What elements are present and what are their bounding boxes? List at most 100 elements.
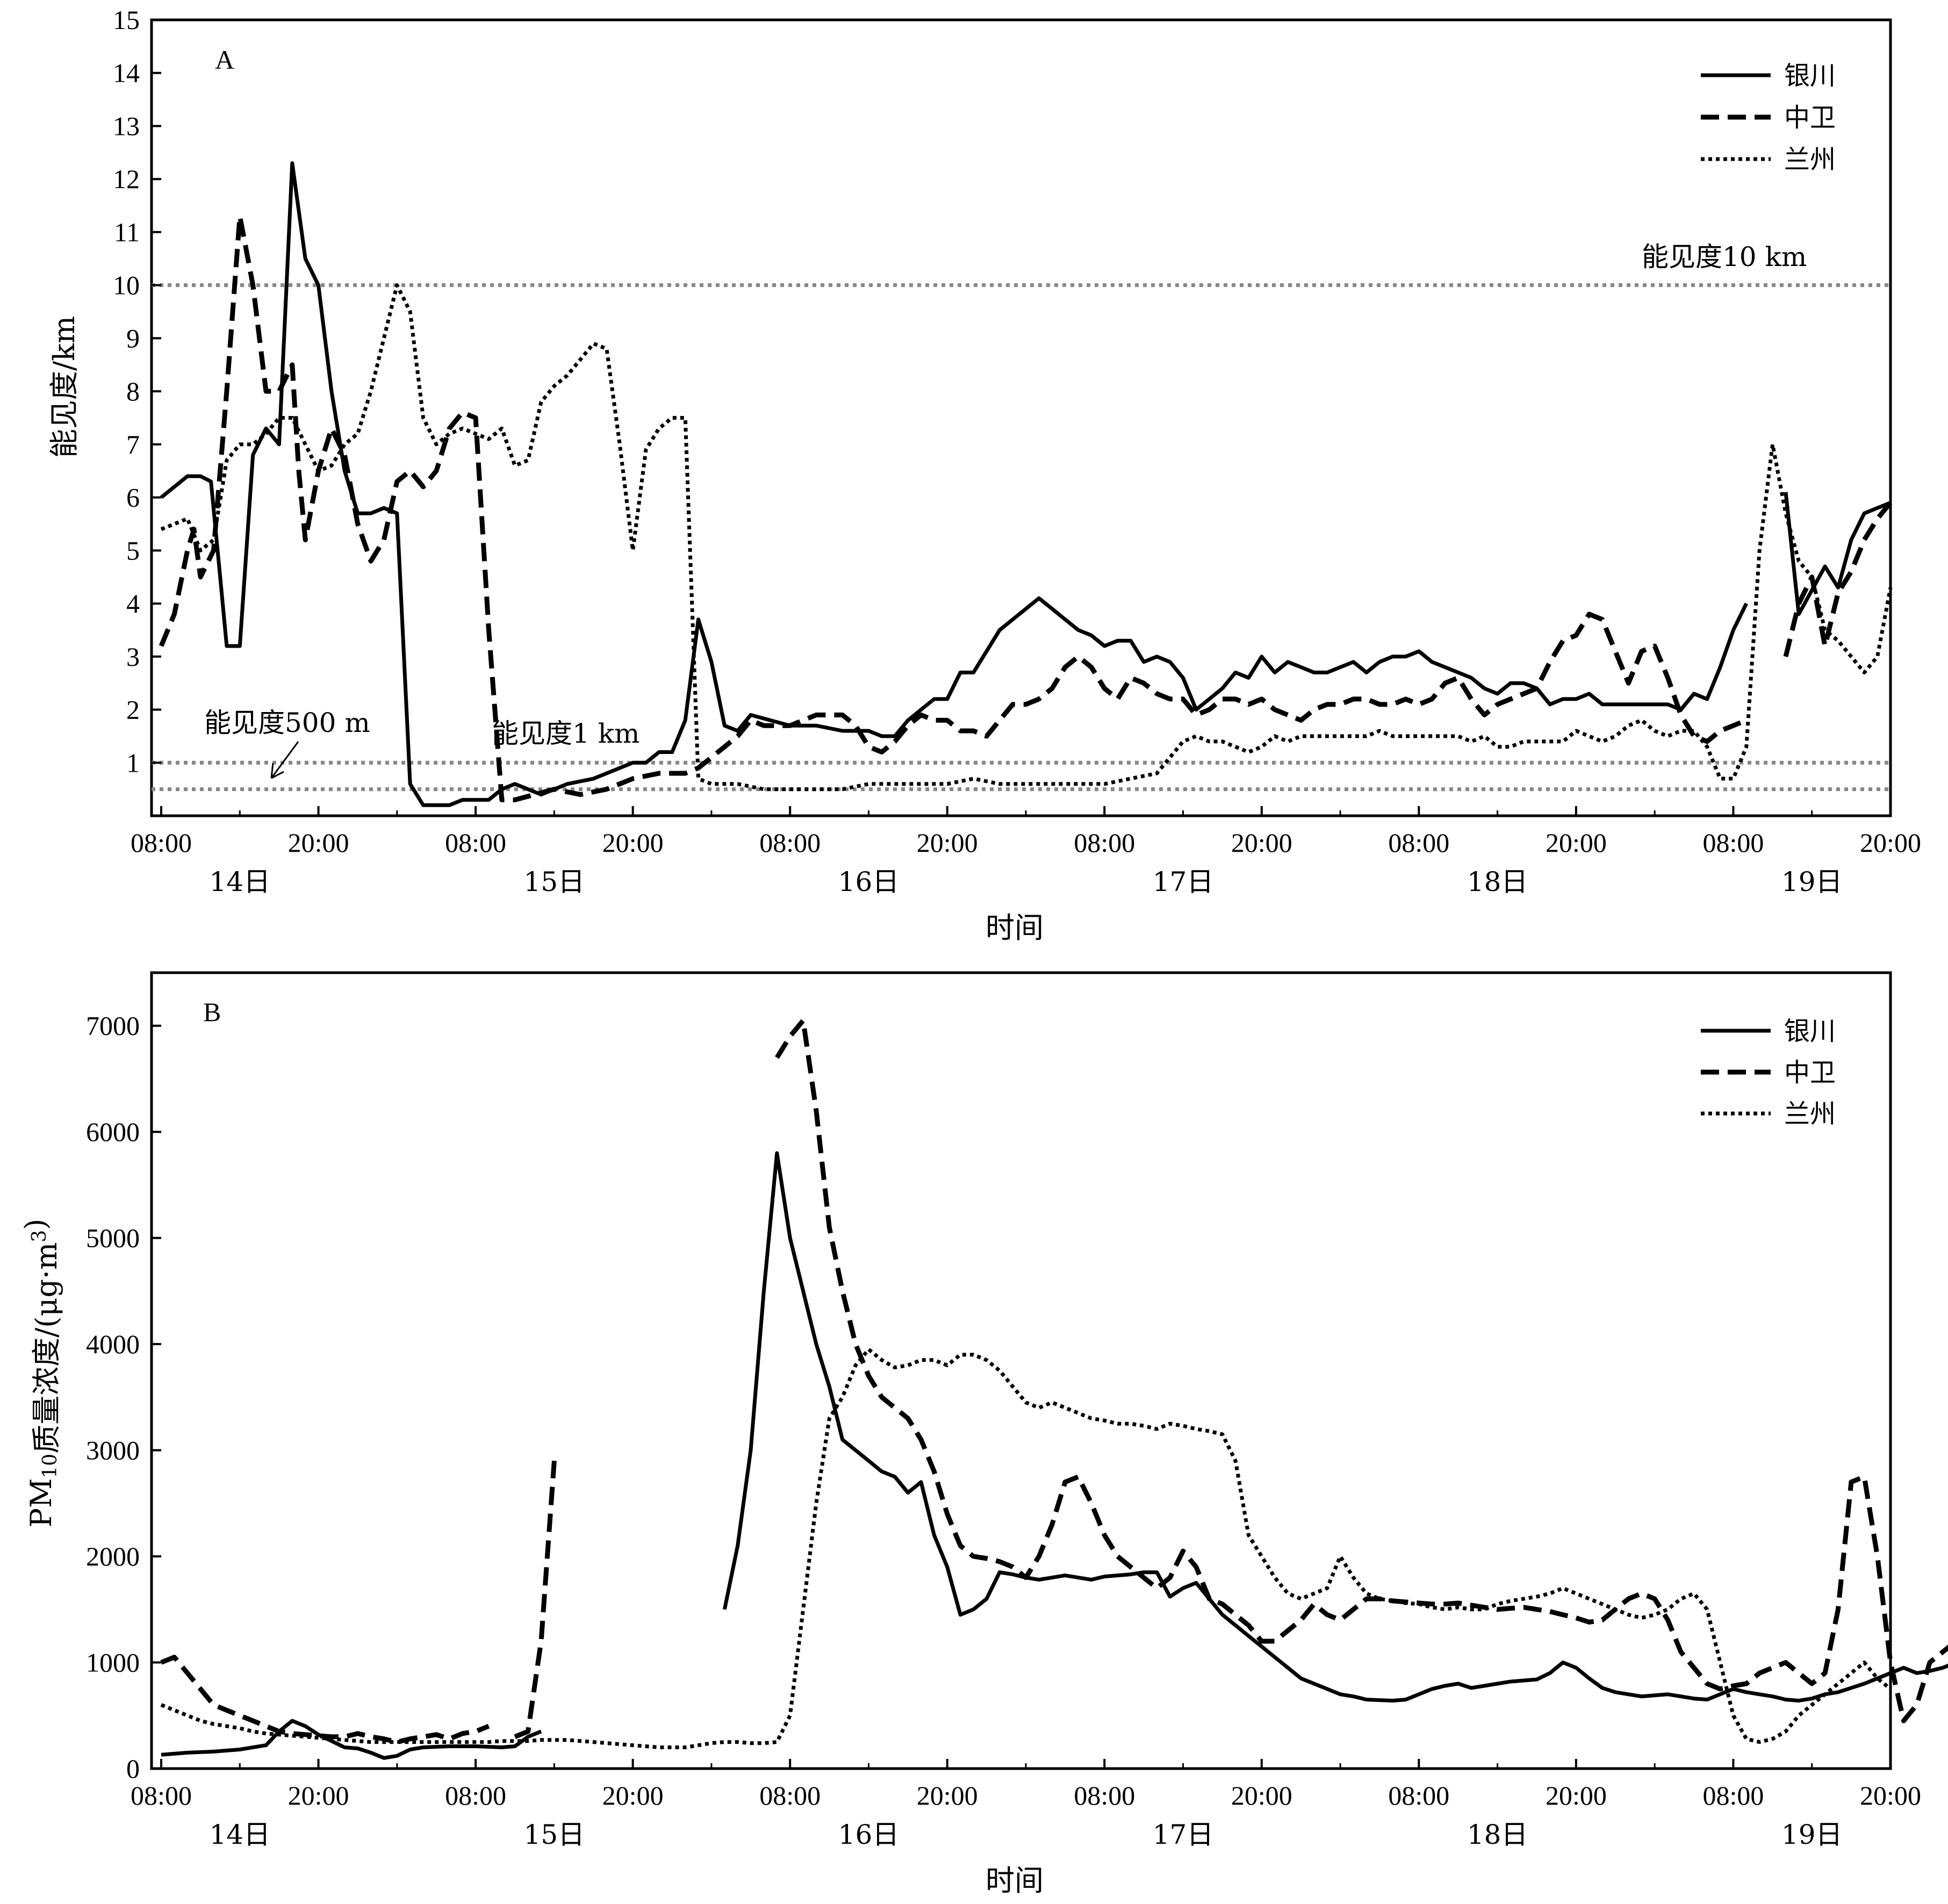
panel-b-ylabel-part: 10 bbox=[39, 1454, 61, 1478]
legend-b-zhongwei: 中卫 bbox=[1784, 1058, 1836, 1088]
panel-b-ylabel-part: 3 bbox=[28, 1230, 51, 1242]
series-line-zhongwei bbox=[160, 1655, 490, 1745]
panel-a-series bbox=[159, 161, 1893, 807]
panel-a-frame bbox=[150, 18, 1892, 817]
y-tick-label: 3000 bbox=[86, 1435, 140, 1465]
legend-b-yinchuan: 银川 bbox=[1784, 1016, 1836, 1046]
day-label-day-19: 19日 bbox=[1781, 1819, 1843, 1850]
panel-a-x-ticks: 08:00 20:00 08:00 20:00 08:00 20:00 08:00 20:00… bbox=[131, 806, 1921, 897]
series-line-yinchuan bbox=[1784, 492, 1892, 616]
series-line-yinchuan bbox=[160, 161, 1748, 807]
series-line-zhongwei bbox=[1783, 501, 1893, 657]
y-tick-label: 4000 bbox=[86, 1329, 140, 1359]
panel-b-ylabel-part: 质量浓度/(μg·m bbox=[30, 1242, 63, 1454]
x-tick-label: 20:00 bbox=[1231, 1780, 1292, 1810]
x-tick-label: 20:00 bbox=[1860, 1780, 1921, 1810]
y-tick-label: 15 bbox=[113, 5, 140, 35]
x-tick-label: 08:00 bbox=[759, 828, 821, 858]
series-line-zhongwei bbox=[514, 1460, 557, 1739]
day-label-day-18: 18日 bbox=[1467, 866, 1528, 897]
day-label-day-18: 18日 bbox=[1467, 1819, 1528, 1850]
series-line-zhongwei bbox=[159, 213, 1748, 802]
y-tick-label: 6000 bbox=[86, 1117, 140, 1147]
panel-b-x-ticks: 08:00 20:00 08:00 20:00 08:00 20:00 08:00 20:00… bbox=[131, 1759, 1921, 1850]
panel-a-ylabel: 能见度/km bbox=[47, 316, 81, 458]
panel-a-visibility: A 能见度/km 时间 银川 中卫 兰州 能见度10 km 能见度1 km 能见… bbox=[47, 5, 1921, 945]
panel-a-xlabel: 时间 bbox=[986, 911, 1044, 945]
day-label-day-16: 16日 bbox=[838, 1819, 900, 1850]
y-tick-label: 12 bbox=[113, 164, 140, 194]
y-tick-label: 5000 bbox=[86, 1223, 140, 1253]
x-tick-label: 08:00 bbox=[1388, 1780, 1449, 1810]
panel-a-legend: 银川 中卫 兰州 bbox=[1701, 61, 1836, 175]
series-line-lanzhou bbox=[160, 283, 1893, 792]
panel-b-legend: 银川 中卫 兰州 bbox=[1701, 1016, 1836, 1129]
annotation-visibility-10km: 能见度10 km bbox=[1642, 241, 1807, 272]
series-line-yinchuan bbox=[722, 1151, 1948, 1703]
x-tick-label: 20:00 bbox=[288, 1780, 349, 1810]
y-tick-label: 1000 bbox=[86, 1648, 140, 1678]
panel-b-series bbox=[160, 1018, 1948, 1760]
panel-a-label: A bbox=[215, 45, 234, 75]
x-tick-label: 20:00 bbox=[602, 828, 664, 858]
y-tick-label: 13 bbox=[113, 111, 140, 141]
series-line-lanzhou bbox=[160, 1347, 1892, 1749]
y-tick-label: 14 bbox=[113, 58, 140, 88]
x-tick-label: 08:00 bbox=[1388, 828, 1449, 858]
y-tick-label: 7 bbox=[126, 429, 140, 459]
panel-b-ylabel-part: ) bbox=[19, 1219, 53, 1230]
panel-b-ylabel: PM10质量浓度/(μg·m3) bbox=[19, 1219, 63, 1528]
y-tick-label: 6 bbox=[126, 483, 140, 513]
y-tick-label: 1 bbox=[126, 748, 140, 778]
x-tick-label: 08:00 bbox=[759, 1780, 821, 1810]
x-tick-label: 08:00 bbox=[1703, 828, 1764, 858]
x-tick-label: 20:00 bbox=[917, 828, 978, 858]
panel-b-xlabel: 时间 bbox=[986, 1864, 1044, 1898]
y-tick-label: 5 bbox=[126, 535, 140, 565]
x-tick-label: 20:00 bbox=[1546, 1780, 1607, 1810]
panel-b-frame bbox=[150, 971, 1892, 1770]
x-tick-label: 08:00 bbox=[1703, 1780, 1764, 1810]
panel-b-y-ticks: 0 1000 2000 3000 4000 5000 6000 7000 bbox=[86, 1011, 161, 1784]
y-tick-label: 2 bbox=[126, 695, 140, 725]
annotation-visibility-1km: 能见度1 km bbox=[492, 718, 639, 749]
y-tick-label: 7000 bbox=[86, 1011, 140, 1041]
panel-b-ylabel-part: PM bbox=[24, 1478, 58, 1528]
day-label-day-15: 15日 bbox=[524, 866, 585, 897]
legend-a-zhongwei: 中卫 bbox=[1784, 103, 1836, 133]
day-label-day-17: 17日 bbox=[1153, 866, 1214, 897]
x-tick-label: 08:00 bbox=[445, 1780, 506, 1810]
y-tick-label: 0 bbox=[126, 1754, 140, 1784]
x-tick-label: 20:00 bbox=[1860, 828, 1921, 858]
legend-b-lanzhou: 兰州 bbox=[1784, 1099, 1836, 1129]
y-tick-label: 8 bbox=[126, 376, 140, 406]
legend-a-yinchuan: 银川 bbox=[1784, 61, 1836, 91]
y-tick-label: 4 bbox=[126, 588, 140, 619]
day-label-day-17: 17日 bbox=[1153, 1819, 1214, 1850]
x-tick-label: 20:00 bbox=[1546, 828, 1607, 858]
x-tick-label: 08:00 bbox=[131, 1780, 192, 1810]
panel-b-label: B bbox=[203, 997, 221, 1027]
series-line-yinchuan bbox=[161, 1719, 542, 1760]
day-label-day-15: 15日 bbox=[524, 1819, 585, 1850]
panel-b-pm10: B PM10质量浓度/(μg·m3) 时间 银川 中卫 兰州 0 1000 2000… bbox=[19, 971, 1948, 1898]
day-label-day-19: 19日 bbox=[1781, 866, 1843, 897]
legend-a-lanzhou: 兰州 bbox=[1784, 145, 1836, 175]
annotation-arrowhead-500m bbox=[270, 763, 284, 779]
annotation-visibility-500m: 能见度500 m bbox=[204, 707, 370, 738]
x-tick-label: 08:00 bbox=[1074, 828, 1135, 858]
x-tick-label: 20:00 bbox=[602, 1780, 664, 1810]
y-tick-label: 11 bbox=[114, 217, 140, 247]
x-tick-label: 08:00 bbox=[131, 828, 192, 858]
series-line-zhongwei bbox=[774, 1018, 1948, 1723]
day-label-day-14: 14日 bbox=[209, 1819, 270, 1850]
y-tick-label: 3 bbox=[126, 642, 140, 672]
day-label-day-16: 16日 bbox=[838, 866, 900, 897]
y-tick-label: 9 bbox=[126, 323, 140, 353]
x-tick-label: 20:00 bbox=[917, 1780, 978, 1810]
x-tick-label: 20:00 bbox=[288, 828, 349, 858]
panel-a-reference-lines bbox=[152, 283, 1891, 792]
y-tick-label: 2000 bbox=[86, 1541, 140, 1571]
